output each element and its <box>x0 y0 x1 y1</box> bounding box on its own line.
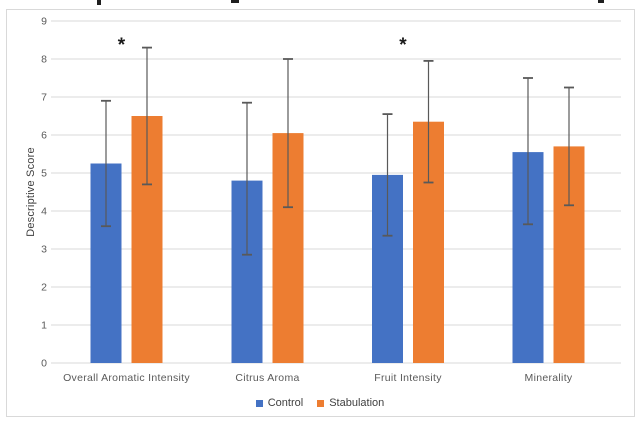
y-tick-label-7: 7 <box>41 92 47 104</box>
cropped-title-mark <box>231 0 239 3</box>
legend-item-control: Control <box>255 397 304 409</box>
y-tick-label-4: 4 <box>41 206 47 218</box>
y-tick-label-0: 0 <box>41 358 47 370</box>
x-category-label-1: Citrus Aroma <box>235 372 299 384</box>
x-category-label-2: Fruit Intensity <box>374 372 442 384</box>
significance-asterisk-2: * <box>399 35 407 56</box>
cropped-title-mark <box>97 0 101 5</box>
chart-legend: Control Stabulation <box>0 397 640 409</box>
x-category-label-0: Overall Aromatic Intensity <box>63 372 190 384</box>
legend-item-stabulation: Stabulation <box>317 397 384 409</box>
y-tick-label-8: 8 <box>41 54 47 66</box>
y-tick-label-9: 9 <box>41 16 47 28</box>
x-category-label-3: Minerality <box>525 372 573 384</box>
y-tick-label-6: 6 <box>41 130 47 142</box>
y-axis-title: Descriptive Score <box>25 147 37 237</box>
legend-swatch-control <box>255 399 263 407</box>
y-tick-label-3: 3 <box>41 244 47 256</box>
legend-label-stabulation: Stabulation <box>329 397 385 409</box>
y-tick-label-5: 5 <box>41 168 47 180</box>
significance-asterisk-0: * <box>118 35 126 56</box>
cropped-title-mark <box>598 0 604 3</box>
y-tick-label-1: 1 <box>41 320 47 332</box>
legend-swatch-stabulation <box>317 399 325 407</box>
legend-label-control: Control <box>267 397 304 409</box>
y-tick-label-2: 2 <box>41 282 47 294</box>
